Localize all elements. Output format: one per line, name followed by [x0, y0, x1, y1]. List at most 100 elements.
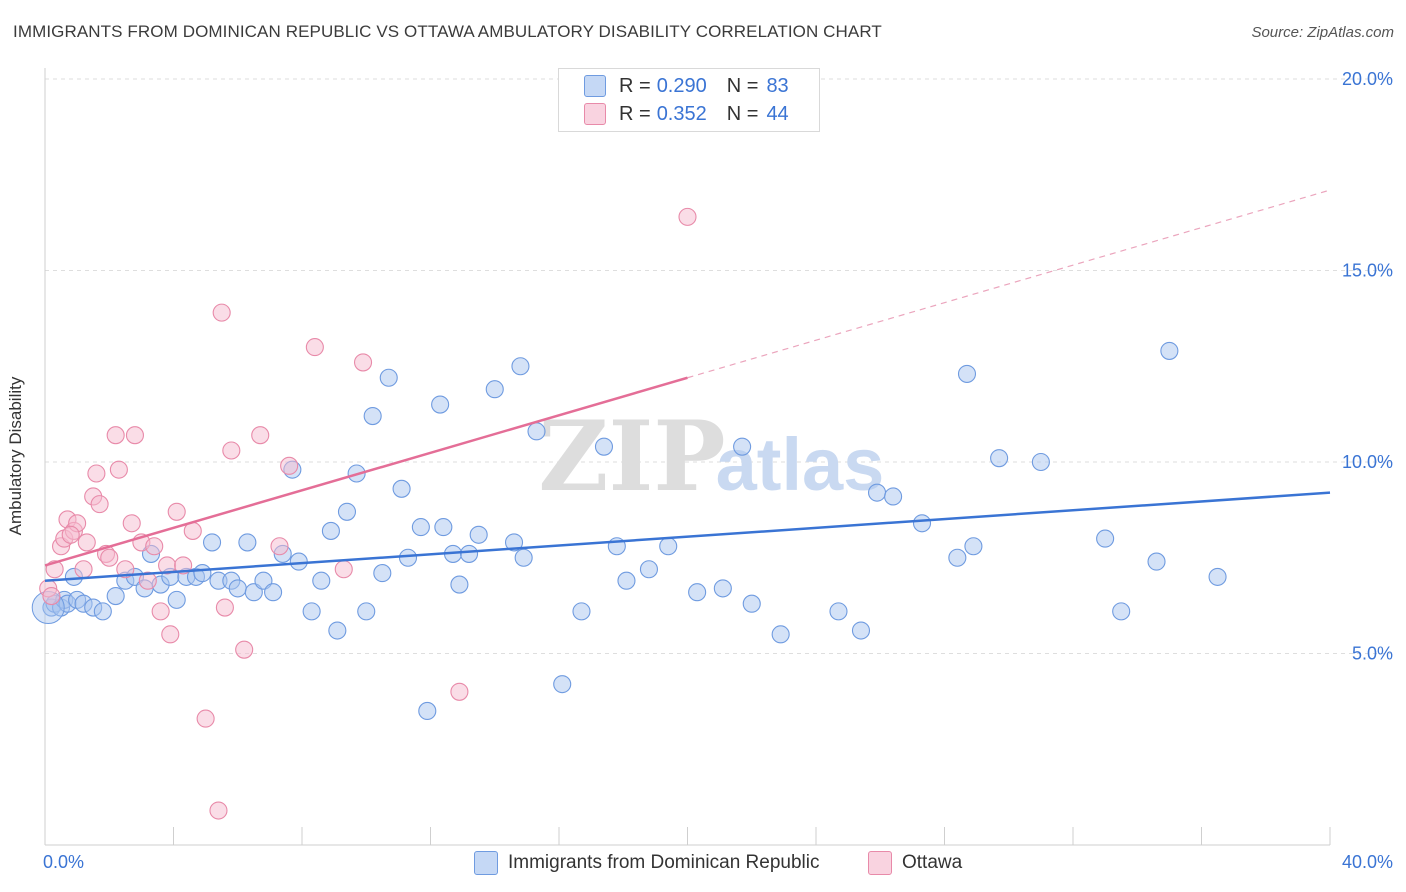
point-dominican — [363, 406, 382, 426]
legend-r-value: 0.352 — [656, 102, 707, 125]
point-dominican — [617, 571, 636, 590]
point-ottawa — [116, 560, 135, 579]
legend-swatch-dominican — [474, 851, 498, 875]
legend-row-ottawa: R = 0.352 N = 44 — [584, 102, 789, 126]
point-dominican — [167, 590, 186, 609]
point-ottawa — [209, 801, 228, 820]
legend-n-value: 83 — [766, 74, 789, 97]
point-dominican — [379, 368, 398, 387]
point-dominican — [851, 621, 871, 640]
point-ottawa — [353, 353, 373, 372]
point-dominican — [511, 357, 530, 376]
point-dominican — [485, 380, 504, 399]
point-dominican — [659, 537, 678, 556]
point-ottawa — [145, 537, 164, 556]
point-dominican — [771, 625, 790, 644]
legend-row-dominican: R = 0.290 N = 83 — [584, 74, 789, 98]
point-ottawa — [125, 426, 144, 445]
legend-label-dominican: Immigrants from Dominican Republic — [508, 852, 820, 873]
chart-title: IMMIGRANTS FROM DOMINICAN REPUBLIC VS OT… — [13, 22, 882, 41]
point-ottawa — [174, 556, 193, 575]
trend-line-ottawa-extension — [687, 189, 1331, 379]
point-ottawa — [109, 460, 128, 479]
point-dominican — [321, 521, 340, 540]
point-dominican — [713, 579, 732, 598]
y-tick-label: 20.0% — [1342, 69, 1393, 89]
point-ottawa — [167, 502, 186, 521]
series-dominican-points — [31, 341, 1227, 721]
point-ottawa — [334, 560, 353, 579]
point-dominican — [469, 525, 488, 544]
point-dominican — [312, 571, 331, 590]
point-dominican — [434, 518, 453, 537]
point-ottawa — [161, 625, 180, 644]
watermark-zip: ZIP — [538, 400, 725, 513]
point-dominican — [553, 675, 572, 694]
point-ottawa — [270, 537, 289, 556]
chart-source: Source: ZipAtlas.com — [1251, 24, 1394, 41]
point-dominican — [964, 537, 983, 556]
point-ottawa — [212, 303, 231, 322]
point-dominican — [594, 437, 614, 456]
point-dominican — [1112, 602, 1131, 621]
point-dominican — [289, 552, 308, 571]
y-tick-labels: 5.0% 10.0% 15.0% 20.0% — [1342, 69, 1393, 664]
point-ottawa — [450, 682, 469, 701]
legend-item-dominican: Immigrants from Dominican Republic — [474, 851, 820, 875]
trend-line-ottawa — [44, 376, 688, 567]
point-ottawa — [678, 207, 697, 226]
y-tick-label: 15.0% — [1342, 261, 1393, 281]
point-dominican — [733, 437, 752, 456]
point-dominican — [1031, 452, 1050, 472]
point-dominican — [504, 533, 524, 552]
point-dominican — [238, 533, 257, 552]
series-ottawa-points — [39, 207, 697, 820]
y-axis-label: Ambulatory Disability — [6, 376, 25, 536]
legend-label-ottawa: Ottawa — [902, 852, 963, 873]
correlation-legend: R = 0.290 N = 83 R = 0.352 N = 44 — [558, 68, 820, 132]
legend-n-value: 44 — [766, 102, 789, 125]
point-ottawa — [280, 456, 299, 475]
point-ottawa — [122, 514, 141, 533]
point-dominican — [228, 579, 247, 598]
legend-item-ottawa: Ottawa — [868, 851, 962, 875]
point-dominican — [990, 449, 1009, 468]
point-ottawa — [100, 548, 119, 567]
legend-swatch-ottawa — [868, 851, 892, 875]
point-ottawa — [74, 560, 93, 579]
point-dominican — [357, 602, 376, 621]
point-dominican — [1147, 552, 1166, 571]
legend-r-label: R = — [619, 102, 651, 125]
point-ottawa — [305, 338, 324, 357]
point-ottawa — [87, 464, 106, 483]
trend-line-dominican — [44, 491, 1331, 582]
point-dominican — [639, 560, 659, 579]
point-dominican — [742, 594, 761, 613]
legend-r-label: R = — [619, 74, 651, 97]
point-ottawa — [251, 426, 270, 445]
point-dominican — [1208, 567, 1227, 586]
x-tick-label-min: 0.0% — [43, 852, 85, 872]
legend-swatch-dominican — [584, 75, 606, 97]
point-dominican — [957, 364, 977, 383]
point-dominican — [398, 548, 418, 567]
axes — [44, 68, 1331, 846]
point-ottawa — [138, 571, 157, 590]
point-dominican — [572, 602, 591, 621]
point-ottawa — [151, 602, 170, 621]
point-dominican — [106, 586, 125, 606]
x-tick-label-max: 40.0% — [1341, 852, 1393, 872]
point-ottawa — [222, 441, 241, 460]
point-dominican — [411, 518, 430, 537]
point-ottawa — [215, 598, 234, 617]
point-dominican — [1096, 529, 1115, 548]
watermark-atlas: atlas — [716, 423, 885, 506]
point-dominican — [431, 395, 450, 414]
point-dominican — [392, 479, 411, 498]
point-ottawa — [90, 495, 109, 514]
point-dominican — [688, 583, 707, 602]
watermark: ZIP atlas — [538, 400, 884, 513]
y-tick-label: 5.0% — [1352, 644, 1393, 664]
point-dominican — [527, 422, 546, 441]
